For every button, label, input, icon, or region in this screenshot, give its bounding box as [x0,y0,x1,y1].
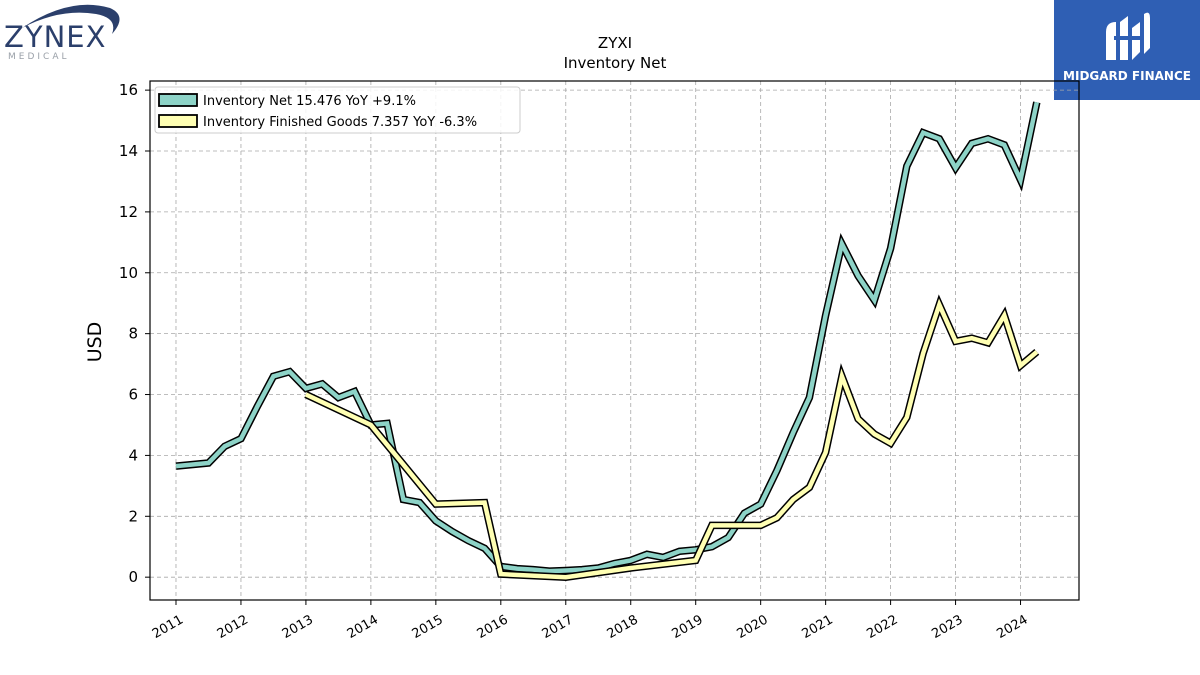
x-tick-label: 2020 [735,612,771,642]
x-tick-label: 2018 [605,612,641,642]
zynex-medical-logo: ZYNEX MEDICAL [4,4,120,62]
x-tick-label: 2015 [410,612,446,642]
x-tick-label: 2019 [670,612,706,642]
zynex-name-text: ZYNEX [4,20,106,54]
midgard-mark-icon [1106,12,1150,60]
y-tick-label: 8 [128,325,138,343]
x-tick-label: 2016 [475,612,511,642]
grid-lines [150,81,1079,600]
y-tick-label: 16 [119,81,138,99]
y-tick-label: 0 [128,568,138,586]
y-axis-label: USD [84,322,106,363]
x-tick-label: 2023 [929,612,965,642]
legend-swatch-inventory-net [158,93,198,107]
y-tick-label: 2 [128,507,138,525]
x-tick-label: 2021 [799,612,835,642]
midgard-name-text: MIDGARD FINANCE [1063,69,1191,83]
legend-label-finished-goods: Inventory Finished Goods 7.357 YoY -6.3% [203,115,477,130]
legend-box [154,86,521,134]
zynex-sub-text: MEDICAL [8,52,70,62]
y-tick-label: 6 [128,386,138,404]
x-tick-label: 2022 [864,612,900,642]
x-axis-ticks: 2011 2012 2013 2014 2015 2016 2017 2018 2019 2020… [150,600,1031,642]
legend: Inventory Net 15.476 YoY +9.1% Inventory… [154,86,521,134]
y-axis-ticks: 0 2 4 6 8 10 12 14 16 [119,81,150,586]
series-lines [175,101,1041,581]
plot-frame [149,80,1080,601]
legend-swatch-finished-goods [158,114,198,128]
y-tick-label: 4 [128,446,138,464]
x-tick-label: 2024 [994,612,1030,642]
legend-label-inventory-net: Inventory Net 15.476 YoY +9.1% [203,94,416,109]
y-tick-label: 12 [119,203,138,221]
series-line-inventory-finished-goods [304,298,1039,580]
y-tick-label: 14 [119,142,138,160]
x-tick-label: 2017 [540,612,576,642]
chart-title: ZYXI [598,34,632,52]
x-tick-label: 2012 [215,612,251,642]
x-tick-label: 2011 [150,612,186,642]
chart-subtitle: Inventory Net [564,54,667,72]
series-line-inventory-net [175,101,1040,574]
zynex-swoosh [22,4,120,34]
x-tick-label: 2013 [280,612,316,642]
y-tick-label: 10 [119,264,138,282]
midgard-finance-logo: MIDGARD FINANCE [1054,0,1200,100]
x-tick-label: 2014 [345,612,381,642]
